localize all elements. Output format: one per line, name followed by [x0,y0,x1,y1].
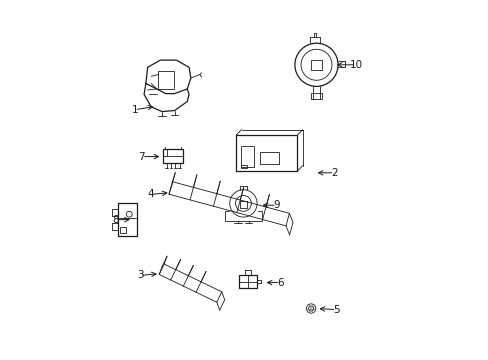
Text: 5: 5 [332,305,339,315]
Bar [240,146,254,167]
Text: 9: 9 [273,200,280,210]
Text: 6: 6 [277,278,283,288]
Text: 8: 8 [112,215,119,225]
Text: 1: 1 [131,105,138,115]
Bar [238,275,257,288]
Bar [120,227,125,233]
Bar [239,201,246,208]
Bar [240,165,246,168]
Bar [259,152,279,164]
Bar [310,93,321,99]
Text: 2: 2 [330,168,337,178]
Bar [158,71,173,89]
Text: 7: 7 [138,152,145,162]
Text: 10: 10 [349,60,362,70]
Text: 3: 3 [137,270,143,280]
Bar [117,203,137,236]
Bar [311,60,321,70]
Bar [163,149,183,163]
Text: 4: 4 [147,189,154,199]
Bar [236,135,297,171]
